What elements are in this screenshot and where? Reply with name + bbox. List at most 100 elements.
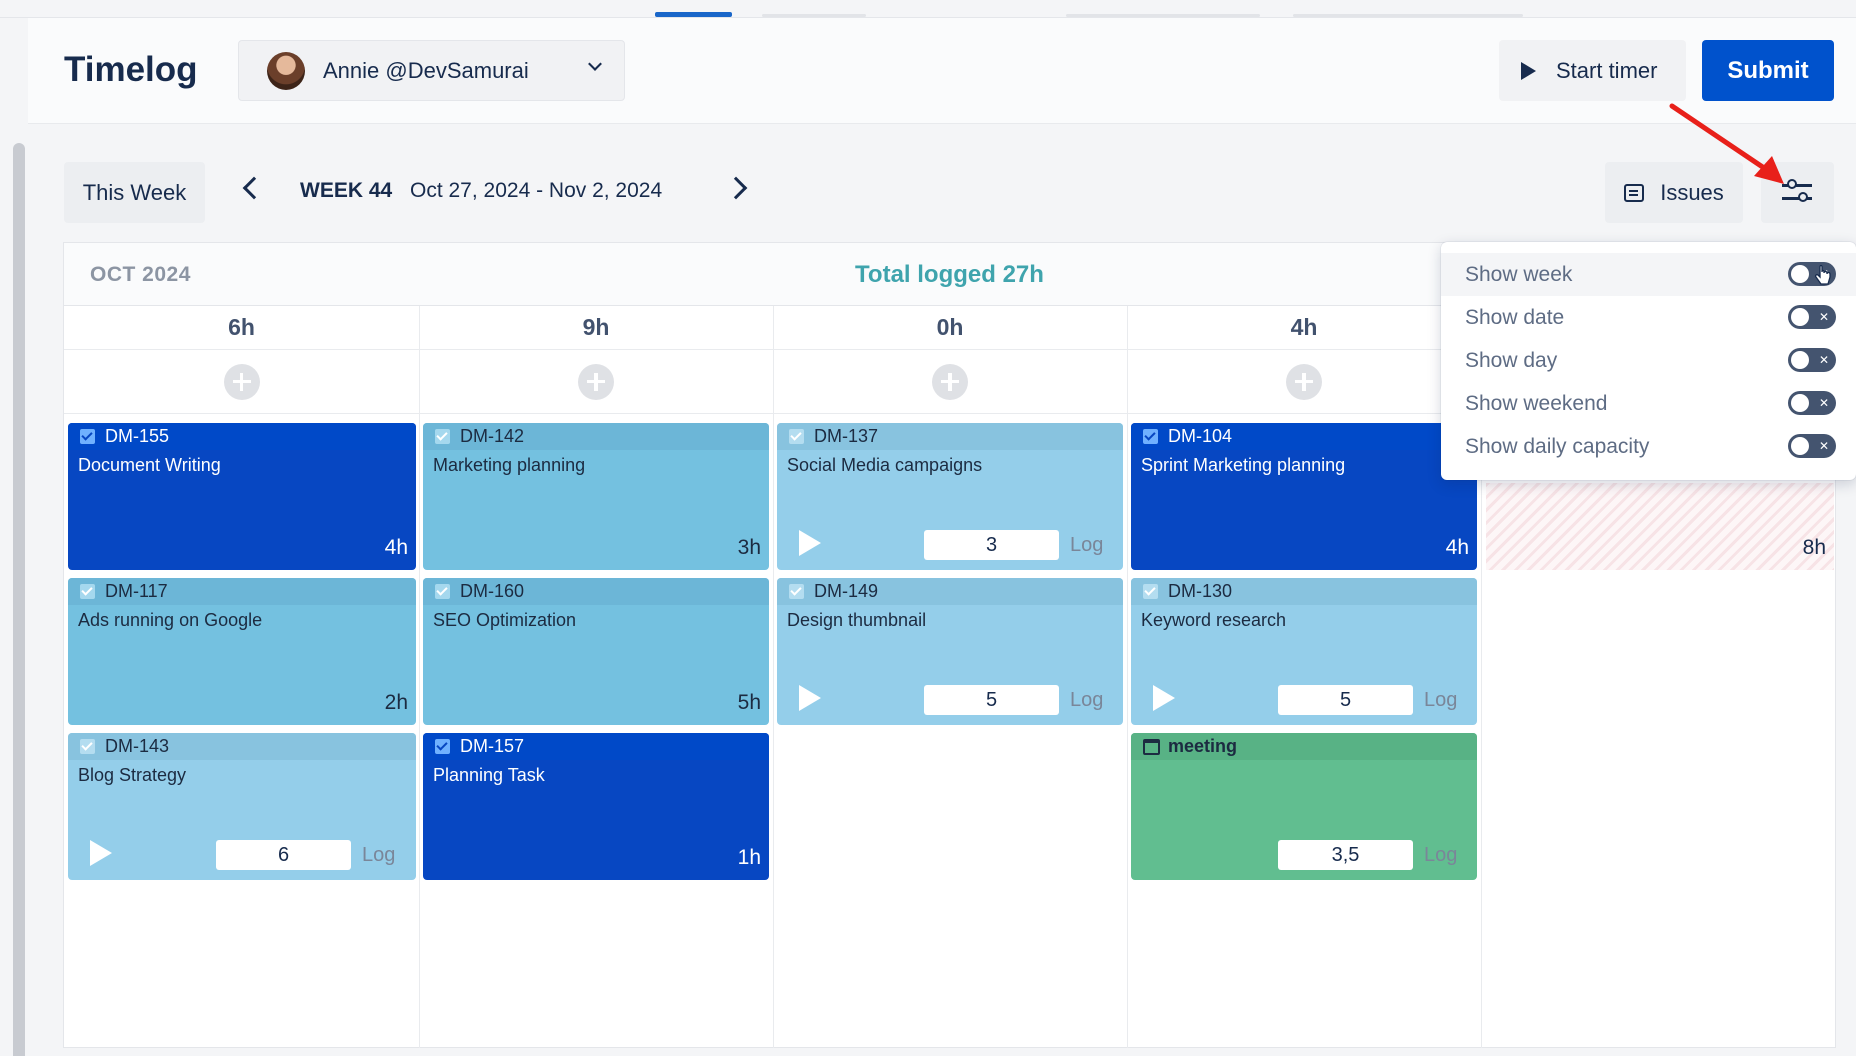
user-name: Annie @DevSamurai — [323, 57, 529, 83]
checkbox-icon — [789, 584, 804, 599]
worklog-card[interactable]: DM-142 Marketing planning 3h — [423, 423, 769, 570]
view-settings-button[interactable] — [1761, 162, 1834, 223]
total-logged: Total logged 27h — [855, 261, 1044, 288]
log-button[interactable]: Log — [1070, 534, 1104, 556]
option-label: Show day — [1465, 348, 1558, 372]
worklog-card[interactable]: DM-117 Ads running on Google 2h — [68, 578, 416, 725]
log-hours-input[interactable]: 6 — [216, 840, 351, 870]
week-toolbar: This Week WEEK 44 Oct 27, 2024 - Nov 2, … — [28, 124, 1856, 244]
active-tab-indicator — [655, 12, 732, 17]
issue-key: DM-149 — [814, 581, 879, 601]
issue-key: DM-155 — [105, 426, 170, 446]
chevron-down-icon — [588, 57, 602, 71]
annotation-arrow-icon — [1669, 103, 1784, 184]
issue-title: Blog Strategy — [78, 765, 187, 785]
worklog-card[interactable]: DM-130 Keyword research 5 Log — [1131, 578, 1477, 725]
issue-key: DM-137 — [814, 426, 879, 446]
logged-hours: 4h — [384, 536, 408, 559]
option-label: Show daily capacity — [1465, 434, 1650, 458]
add-row — [773, 350, 1127, 414]
issue-key: DM-104 — [1168, 426, 1233, 446]
logged-hours: 4h — [1445, 536, 1469, 559]
logged-hours: 3h — [737, 536, 761, 559]
checkbox-icon — [1143, 429, 1158, 444]
show-weekend-toggle[interactable]: ✕ — [1788, 391, 1836, 415]
issue-title: Document Writing — [78, 455, 221, 475]
checkbox-icon — [1143, 584, 1158, 599]
scrollbar-thumb[interactable] — [13, 143, 25, 1056]
submit-button[interactable]: Submit — [1702, 40, 1834, 101]
log-button[interactable]: Log — [1424, 689, 1458, 711]
calendar-icon — [1143, 738, 1160, 755]
worklog-card[interactable]: DM-160 SEO Optimization 5h — [423, 578, 769, 725]
worklog-card[interactable]: DM-143 Blog Strategy 6 Log — [68, 733, 416, 880]
checkbox-icon — [435, 584, 450, 599]
checkbox-icon — [435, 429, 450, 444]
day-total: 0h — [773, 306, 1127, 350]
capacity-block: 8h — [1486, 483, 1834, 570]
column-divider — [1481, 306, 1482, 1048]
sliders-icon-line — [1782, 197, 1812, 200]
meeting-title: meeting — [1168, 736, 1238, 756]
sliders-icon-knob — [1798, 192, 1808, 202]
show-date-toggle[interactable]: ✕ — [1788, 305, 1836, 329]
day-total: 4h — [1127, 306, 1481, 350]
start-timer-button[interactable]: Start timer — [1499, 40, 1686, 101]
capacity-hours: 8h — [1802, 536, 1826, 559]
logged-hours: 1h — [737, 846, 761, 869]
tab-indicator-faint — [762, 14, 866, 17]
checkbox-icon — [80, 584, 95, 599]
add-icon[interactable] — [932, 363, 968, 400]
month-label: OCT 2024 — [90, 263, 191, 286]
log-hours-input[interactable]: 3,5 — [1278, 840, 1413, 870]
play-icon[interactable] — [1153, 685, 1175, 711]
option-show-week[interactable]: Show week ✕ — [1441, 253, 1856, 296]
top-tab-bar — [0, 0, 1856, 18]
log-button[interactable]: Log — [1070, 689, 1104, 711]
add-icon[interactable] — [223, 363, 260, 400]
page-header: Timelog Annie @DevSamurai Start timer Su… — [28, 18, 1856, 124]
issue-title: Social Media campaigns — [787, 455, 983, 475]
hand-cursor-icon — [1814, 265, 1831, 285]
show-day-toggle[interactable]: ✕ — [1788, 348, 1836, 372]
scrollbar-track[interactable] — [0, 18, 28, 1056]
play-icon[interactable] — [90, 840, 112, 866]
column-divider — [419, 306, 420, 1048]
issues-icon — [1624, 183, 1645, 202]
meeting-card[interactable]: meeting 3,5 Log — [1131, 733, 1477, 880]
issue-title: Ads running on Google — [78, 610, 263, 630]
issue-key: DM-130 — [1168, 581, 1233, 601]
log-button[interactable]: Log — [362, 844, 396, 866]
chevron-left-icon[interactable] — [242, 176, 266, 200]
option-show-weekend[interactable]: Show weekend ✕ — [1441, 382, 1856, 425]
issue-title: Design thumbnail — [787, 610, 927, 630]
show-daily-capacity-toggle[interactable]: ✕ — [1788, 434, 1836, 458]
week-date-range: Oct 27, 2024 - Nov 2, 2024 — [410, 179, 663, 202]
sliders-icon-line — [1782, 184, 1812, 187]
log-button[interactable]: Log — [1424, 844, 1458, 866]
play-icon[interactable] — [799, 685, 821, 711]
log-hours-input[interactable]: 3 — [924, 530, 1059, 560]
add-icon[interactable] — [1286, 363, 1322, 400]
this-week-button[interactable]: This Week — [64, 162, 205, 223]
worklog-card[interactable]: DM-149 Design thumbnail 5 Log — [777, 578, 1123, 725]
worklog-card[interactable]: DM-155 Document Writing 4h — [68, 423, 416, 570]
option-show-daily-capacity[interactable]: Show daily capacity ✕ — [1441, 425, 1856, 468]
view-settings-popup: Show week ✕ Show date ✕ Show day ✕ Show … — [1441, 242, 1856, 480]
option-show-date[interactable]: Show date ✕ — [1441, 296, 1856, 339]
user-select[interactable]: Annie @DevSamurai — [238, 40, 625, 101]
option-show-day[interactable]: Show day ✕ — [1441, 339, 1856, 382]
log-hours-input[interactable]: 5 — [924, 685, 1059, 715]
worklog-card[interactable]: DM-157 Planning Task 1h — [423, 733, 769, 880]
tab-indicator-faint — [1293, 14, 1523, 17]
log-hours-input[interactable]: 5 — [1278, 685, 1413, 715]
column-divider — [773, 306, 774, 1048]
week-number: WEEK 44 — [300, 179, 393, 202]
add-icon[interactable] — [578, 363, 614, 400]
worklog-card[interactable]: DM-104 Sprint Marketing planning 4h — [1131, 423, 1477, 570]
chevron-right-icon[interactable] — [724, 176, 748, 200]
issues-button[interactable]: Issues — [1605, 162, 1743, 223]
column-divider — [1127, 306, 1128, 1048]
worklog-card[interactable]: DM-137 Social Media campaigns 3 Log — [777, 423, 1123, 570]
play-icon[interactable] — [799, 530, 821, 556]
